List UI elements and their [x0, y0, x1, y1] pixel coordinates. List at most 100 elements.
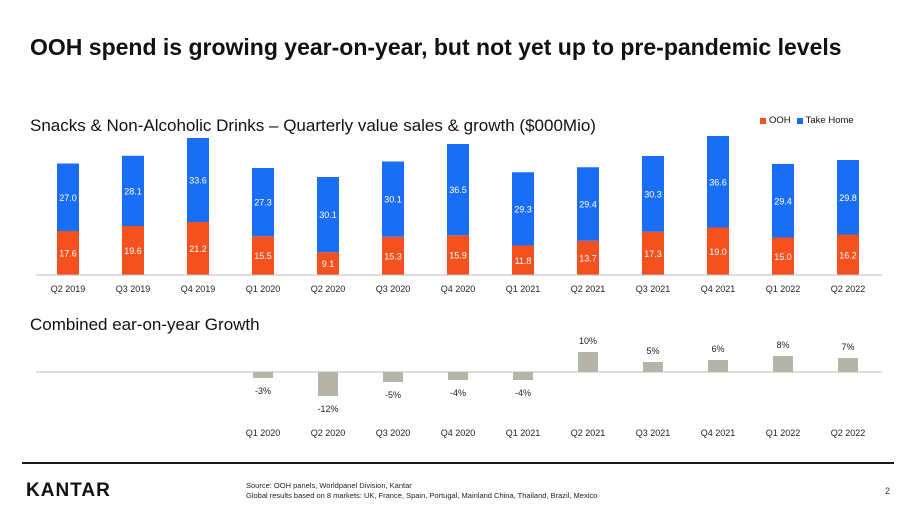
growth-data-label: -3% [255, 386, 271, 396]
x-tick-label: Q2 2022 [831, 284, 866, 294]
bar-ooh [447, 235, 469, 275]
data-label-ooh: 11.8 [515, 256, 532, 266]
data-label-take-home: 30.1 [384, 195, 402, 205]
chart-legend: OOH Take Home [760, 115, 860, 126]
growth-data-label: 5% [646, 346, 659, 356]
chart-title-growth: Combined ear-on-year Growth [30, 315, 260, 334]
data-label-take-home: 29.8 [839, 193, 857, 203]
growth-data-label: -12% [317, 404, 338, 414]
data-label-ooh: 21.2 [189, 244, 207, 254]
growth-bar [773, 356, 793, 372]
data-label-take-home: 28.1 [124, 186, 142, 196]
data-label-ooh: 15.3 [384, 251, 402, 261]
footer-divider [22, 462, 894, 464]
bar-take-home [57, 163, 79, 231]
growth-data-label: 8% [776, 340, 789, 350]
source-note: Source: OOH panels, Worldpanel Division,… [246, 481, 597, 501]
growth-x-tick-label: Q2 2021 [571, 428, 606, 438]
bar-ooh [187, 222, 209, 275]
growth-bar [318, 372, 338, 396]
page-number: 2 [885, 486, 891, 496]
x-tick-label: Q3 2021 [636, 284, 671, 294]
growth-x-tick-label: Q1 2021 [506, 428, 541, 438]
x-tick-label: Q2 2021 [571, 284, 606, 294]
bar-take-home [642, 156, 664, 232]
bar-take-home [772, 164, 794, 238]
growth-bar [838, 358, 858, 372]
data-label-ooh: 16.2 [839, 250, 857, 260]
growth-x-tick-label: Q3 2021 [636, 428, 671, 438]
chart-title-sales: Snacks & Non-Alcoholic Drinks – Quarterl… [30, 116, 596, 135]
data-label-ooh: 17.3 [644, 249, 662, 259]
growth-data-label: 7% [841, 342, 854, 352]
bar-ooh [707, 227, 729, 275]
x-tick-label: Q4 2020 [441, 284, 476, 294]
legend-swatch-take-home [796, 117, 803, 124]
bar-take-home [122, 155, 144, 226]
bar-ooh [837, 234, 859, 275]
growth-bar [448, 372, 468, 380]
bar-ooh [382, 236, 404, 275]
data-label-ooh: 13.7 [579, 253, 597, 263]
x-tick-label: Q1 2020 [246, 284, 281, 294]
data-label-take-home: 27.0 [59, 193, 77, 203]
x-tick-label: Q4 2019 [181, 284, 216, 294]
growth-bar [513, 372, 533, 380]
data-label-ooh: 19.0 [709, 247, 727, 257]
x-tick-label: Q3 2019 [116, 284, 151, 294]
growth-x-tick-label: Q4 2021 [701, 428, 736, 438]
bar-take-home [252, 168, 274, 237]
bar-take-home [577, 167, 599, 241]
x-tick-label: Q1 2021 [506, 284, 541, 294]
x-tick-label: Q2 2019 [51, 284, 86, 294]
data-label-take-home: 30.1 [319, 210, 337, 220]
legend-swatch-ooh [760, 117, 766, 124]
growth-data-label: 6% [711, 344, 724, 354]
page-title: OOH spend is growing year-on-year, but n… [30, 34, 842, 60]
bar-ooh [252, 236, 274, 275]
data-label-ooh: 15.5 [254, 251, 272, 261]
growth-bar [578, 352, 598, 372]
x-tick-label: Q1 2022 [766, 284, 801, 294]
data-label-ooh: 17.6 [59, 249, 77, 259]
bar-ooh [317, 252, 339, 275]
growth-bar [383, 372, 403, 382]
growth-bar [253, 372, 273, 378]
legend-label-ooh: OOH [769, 115, 791, 126]
kantar-logo: KANTAR [26, 480, 111, 501]
x-tick-label: Q4 2021 [701, 284, 736, 294]
x-tick-label: Q2 2020 [311, 284, 346, 294]
data-label-take-home: 27.3 [254, 198, 272, 208]
growth-data-label: 10% [579, 336, 597, 346]
growth-x-tick-label: Q2 2022 [831, 428, 866, 438]
growth-x-tick-label: Q4 2020 [441, 428, 476, 438]
data-label-take-home: 29.4 [774, 196, 792, 206]
bar-ooh [577, 240, 599, 275]
bar-ooh [512, 245, 534, 275]
bar-ooh [642, 231, 664, 275]
legend-item-take-home: Take Home [796, 115, 854, 126]
legend-item-ooh: OOH [760, 115, 791, 126]
bar-ooh [57, 231, 79, 275]
data-label-take-home: 33.6 [189, 176, 207, 186]
bar-ooh [122, 226, 144, 275]
growth-bar [708, 360, 728, 372]
growth-data-label: -4% [450, 388, 466, 398]
data-label-take-home: 29.4 [579, 200, 597, 210]
growth-data-label: -4% [515, 388, 531, 398]
source-line-2: Global results based on 8 markets: UK, F… [246, 491, 598, 500]
data-label-take-home: 30.3 [644, 189, 662, 199]
bar-take-home [707, 136, 729, 228]
bar-take-home [187, 138, 209, 222]
data-label-ooh: 15.9 [449, 251, 467, 261]
growth-x-tick-label: Q1 2020 [246, 428, 281, 438]
bar-take-home [447, 144, 469, 236]
bar-take-home [837, 160, 859, 235]
source-line-1: Source: OOH panels, Worldpanel Division,… [246, 481, 412, 490]
growth-x-tick-label: Q2 2020 [311, 428, 346, 438]
data-label-ooh: 9.1 [322, 259, 335, 269]
data-label-ooh: 15.0 [774, 252, 792, 262]
growth-x-tick-label: Q1 2022 [766, 428, 801, 438]
x-tick-label: Q3 2020 [376, 284, 411, 294]
